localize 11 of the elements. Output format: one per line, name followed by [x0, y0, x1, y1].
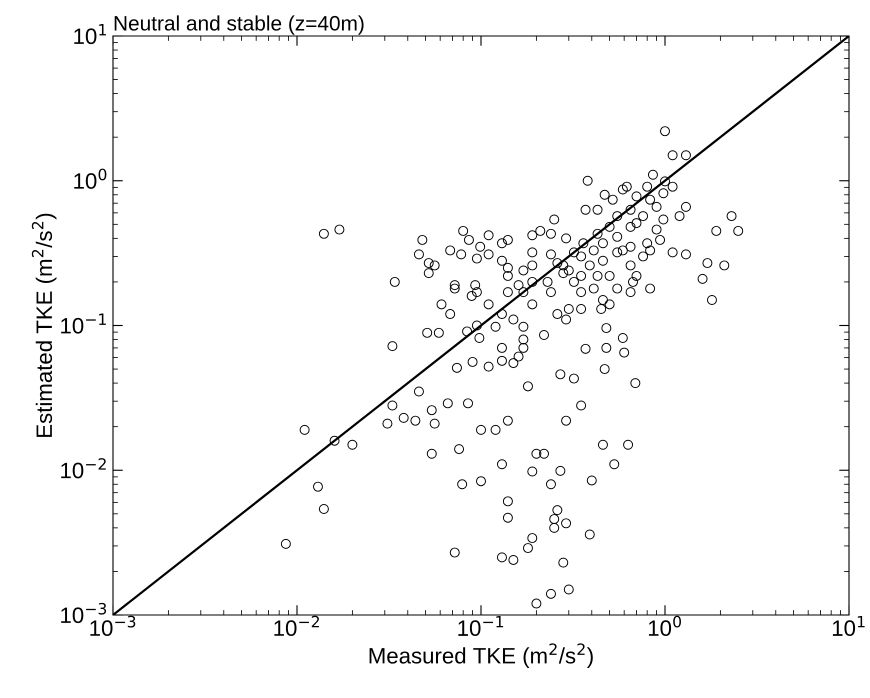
y-tick-label: 10$^{1}$ — [74, 24, 106, 44]
x-tick-label: 10$^{−2}$ — [274, 616, 319, 636]
x-axis-title: Measured TKE (m$^{2}$/s$^{2}$) — [370, 643, 593, 668]
y-tick-label: 10$^{−1}$ — [61, 314, 106, 334]
y-tick-label: 10$^{−2}$ — [61, 458, 106, 478]
y-tick-label: 10$^{0}$ — [74, 168, 106, 189]
x-tick-label: 10$^{1}$ — [832, 616, 865, 636]
x-tick-label: 10$^{−1}$ — [458, 616, 504, 636]
chart-title: Neutral and stable (z=40m) — [114, 15, 364, 35]
y-axis-title: Estimated TKE (m$^{2}$/s$^{2}$) — [32, 214, 56, 437]
x-tick-label: 10$^{0}$ — [648, 616, 682, 636]
